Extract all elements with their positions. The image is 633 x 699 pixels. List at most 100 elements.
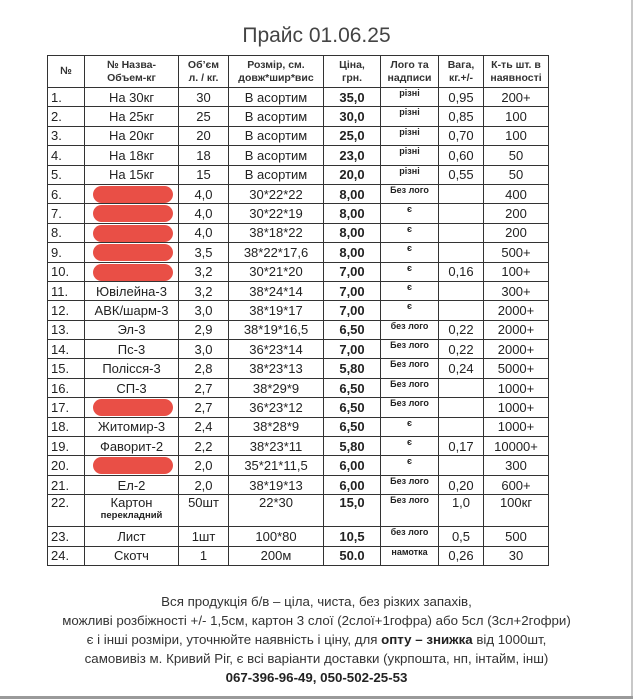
- price-cell: 7,00: [323, 280, 381, 302]
- size-cell: 38*23*11: [228, 436, 324, 457]
- logo-info-cell: є: [380, 455, 439, 476]
- size-cell: 36*23*14: [228, 339, 324, 360]
- weight-cell: 0,55: [438, 164, 484, 185]
- price-cell: 20,0: [323, 164, 381, 185]
- row-number-cell: 11.: [47, 280, 85, 302]
- table-row: 15. Полісся-3 2,8 38*23*13 5,80 Без лого 0,24 5…: [47, 358, 549, 379]
- row-number-cell: 7.: [47, 203, 85, 224]
- footer-bold-text: опту – знижка: [381, 632, 473, 647]
- column-header: Вага, кг.+/-: [438, 55, 484, 88]
- weight-cell: 0,17: [438, 436, 484, 457]
- page-edge-right: [631, 0, 633, 699]
- logo-info-cell: є: [380, 416, 439, 438]
- volume-cell: 18: [178, 145, 229, 166]
- table-row: 22. Картон перекладний 50шт 22*30 15,0 Без лог…: [47, 494, 549, 528]
- logo-info-cell: різні: [380, 86, 439, 108]
- size-cell: 38*28*9: [228, 416, 324, 438]
- row-number-cell: 9.: [47, 242, 85, 263]
- row-number-cell: 18.: [47, 416, 85, 438]
- product-name-cell: [84, 183, 179, 205]
- quantity-cell: 100+: [483, 261, 549, 282]
- table-row: 10. 3,2 30*21*20 7,00 є 0,16 100+: [47, 261, 549, 282]
- logo-info-cell: є: [380, 436, 439, 457]
- row-number-cell: 8.: [47, 222, 85, 244]
- quantity-cell: 1000+: [483, 416, 549, 438]
- table-row: 19. Фаворит-2 2,2 38*23*11 5,80 є 0,17 10000+: [47, 436, 549, 457]
- footer-text: від 1000шт,: [472, 632, 547, 647]
- weight-cell: 0,16: [438, 261, 484, 282]
- quantity-cell: 5000+: [483, 358, 549, 379]
- volume-cell: 2,0: [178, 474, 229, 496]
- size-cell: В асортим: [228, 145, 324, 166]
- weight-cell: [438, 280, 484, 302]
- row-number-cell: 17.: [47, 397, 85, 418]
- row-number-cell: 10.: [47, 261, 85, 282]
- row-number-cell: 2.: [47, 106, 85, 127]
- product-name-cell: Ювілейна-3: [84, 280, 179, 302]
- logo-info-cell: є: [380, 222, 439, 244]
- volume-cell: 2,7: [178, 397, 229, 418]
- table-row: 1. На 30кг 30 В асортим 35,0 різні 0,95 200+: [47, 86, 549, 108]
- table-row: 4. На 18кг 18 В асортим 23,0 різні 0,60 50: [47, 145, 549, 166]
- table-row: 16. СП-3 2,7 38*29*9 6,50 Без лого 1000+: [47, 377, 549, 399]
- footer-line: можливі розбіжності +/- 1,5см, картон 3 …: [62, 613, 571, 628]
- volume-cell: 2,8: [178, 358, 229, 379]
- product-name-cell: [84, 242, 179, 263]
- weight-cell: [438, 377, 484, 399]
- product-name-cell: На 30кг: [84, 86, 179, 108]
- price-cell: 30,0: [323, 106, 381, 127]
- row-number-cell: 12.: [47, 300, 85, 321]
- price-cell: 6,50: [323, 377, 381, 399]
- size-cell: 30*21*20: [228, 261, 324, 282]
- table-row: 17. 2,7 36*23*12 6,50 Без лого 1000+: [47, 397, 549, 418]
- quantity-cell: 2000+: [483, 339, 549, 360]
- weight-cell: [438, 300, 484, 321]
- volume-cell: 1шт: [178, 526, 229, 547]
- quantity-cell: 2000+: [483, 300, 549, 321]
- quantity-cell: 2000+: [483, 319, 549, 341]
- product-name-cell: [84, 261, 179, 282]
- logo-info-cell: без лого: [380, 319, 439, 341]
- price-cell: 5,80: [323, 436, 381, 457]
- product-name-cell: На 18кг: [84, 145, 179, 166]
- product-name-cell: На 20кг: [84, 125, 179, 147]
- size-cell: 36*23*12: [228, 397, 324, 418]
- size-cell: 38*18*22: [228, 222, 324, 244]
- product-name-cell: Ел-2: [84, 474, 179, 496]
- product-name-cell: Полісся-3: [84, 358, 179, 379]
- row-number-cell: 14.: [47, 339, 85, 360]
- size-cell: 38*19*13: [228, 474, 324, 496]
- product-name-cell: На 25кг: [84, 106, 179, 127]
- page-title: Прайс 01.06.25: [242, 24, 391, 47]
- volume-cell: 3,2: [178, 280, 229, 302]
- size-cell: В асортим: [228, 86, 324, 108]
- logo-info-cell: Без лого: [380, 474, 439, 496]
- volume-cell: 2,9: [178, 319, 229, 341]
- table-row: 14. Пс-3 3,0 36*23*14 7,00 Без лого 0,22 2000+: [47, 339, 549, 360]
- weight-cell: [438, 183, 484, 205]
- volume-cell: 4,0: [178, 203, 229, 224]
- weight-cell: [438, 397, 484, 418]
- row-number-cell: 13.: [47, 319, 85, 341]
- weight-cell: 0,85: [438, 106, 484, 127]
- quantity-cell: 100: [483, 125, 549, 147]
- logo-info-cell: різні: [380, 106, 439, 127]
- quantity-cell: 500: [483, 526, 549, 547]
- logo-info-cell: є: [380, 300, 439, 321]
- price-cell: 7,00: [323, 261, 381, 282]
- price-table: № № Назва- Объем-кг Об’єм л. / кг. Розмір, см…: [47, 55, 549, 566]
- row-number-cell: 4.: [47, 145, 85, 166]
- row-number-cell: 5.: [47, 164, 85, 185]
- table-row: 6. 4,0 30*22*22 8,00 Без лого 400: [47, 183, 549, 205]
- size-cell: 38*19*16,5: [228, 319, 324, 341]
- product-name-cell: На 15кг: [84, 164, 179, 185]
- redaction-scribble: [93, 205, 173, 223]
- logo-info-cell: без лого: [380, 526, 439, 547]
- redaction-scribble: [93, 399, 173, 417]
- quantity-cell: 100: [483, 106, 549, 127]
- weight-cell: [438, 222, 484, 244]
- weight-cell: 0,5: [438, 526, 484, 547]
- product-name-cell: Скотч: [84, 545, 179, 566]
- logo-info-cell: різні: [380, 145, 439, 166]
- volume-cell: 20: [178, 125, 229, 147]
